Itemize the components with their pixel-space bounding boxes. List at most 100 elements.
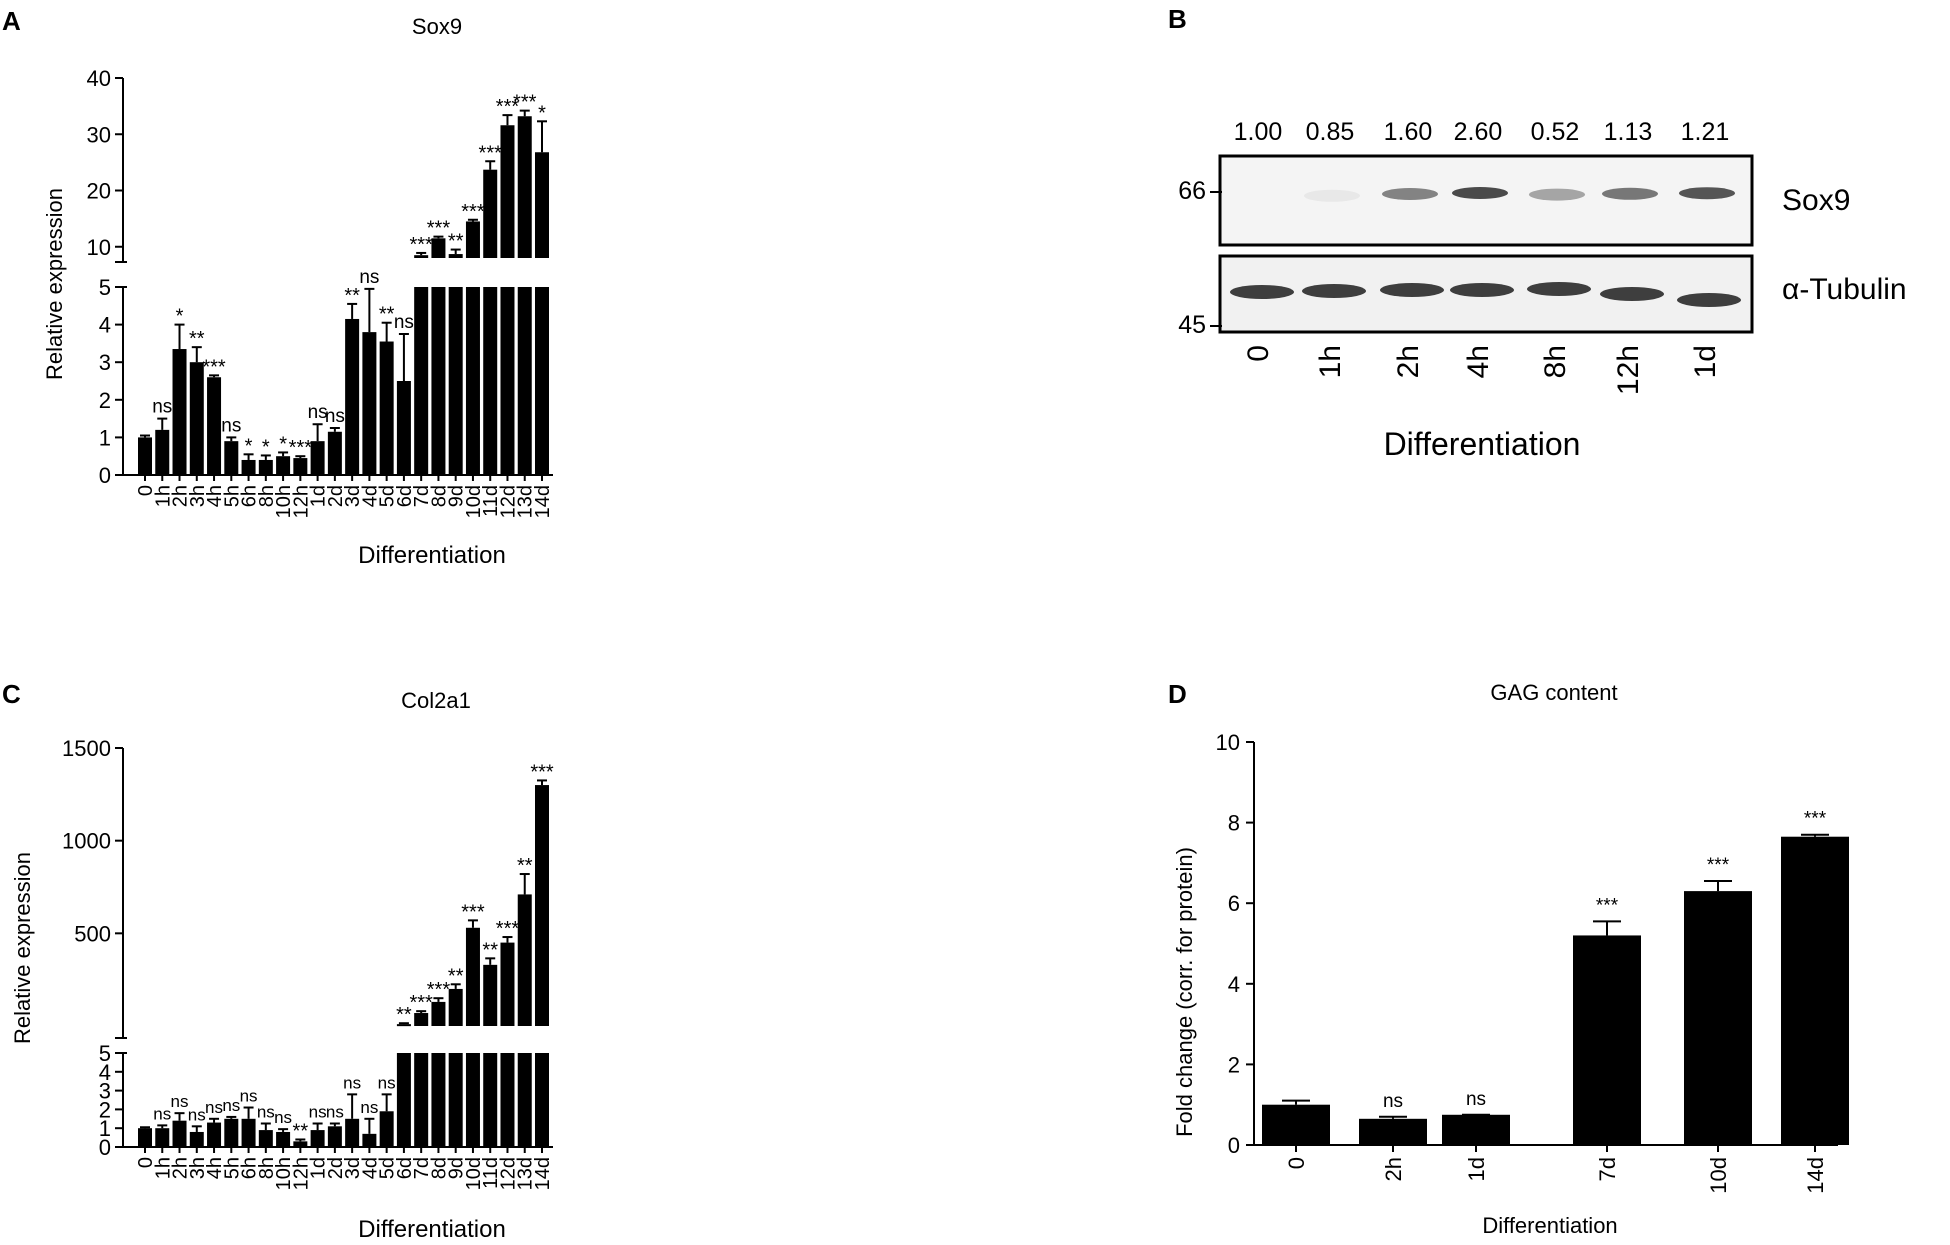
quantification-label: 2.60 (1454, 118, 1503, 146)
x-tick-label: 2d (325, 1157, 347, 1179)
x-tick-label: 10d (463, 1157, 485, 1190)
bar (517, 1053, 532, 1147)
blot-band-tubulin (1302, 284, 1366, 298)
blot-label-tubulin: α-Tubulin (1782, 273, 1907, 306)
significance-label: *** (409, 234, 433, 256)
blot-band-tubulin (1677, 293, 1741, 307)
bar (483, 1053, 498, 1147)
x-tick-label: 4d (359, 1157, 381, 1179)
x-tick-label: 12d (497, 485, 519, 518)
bar (155, 429, 170, 475)
bar (172, 349, 187, 475)
x-tick-label: 12h (290, 1157, 312, 1190)
blot-band-tubulin (1230, 285, 1294, 299)
bar (258, 459, 273, 475)
x-tick-label: 1d (308, 485, 330, 507)
significance-label: *** (409, 992, 433, 1014)
bar (1684, 891, 1752, 1145)
bar (1573, 935, 1641, 1145)
bar (327, 431, 342, 475)
chart-title: GAG content (1490, 680, 1617, 705)
chart-title: Col2a1 (401, 688, 471, 713)
significance-label: ns (240, 1087, 258, 1106)
panel-c: C Col2a1 Relative expression Differentia… (2, 679, 554, 1243)
x-tick-label: 10h (273, 485, 295, 518)
lane-label: 4h (1462, 345, 1495, 378)
x-tick-label: 6d (394, 485, 416, 507)
significance-label: ns (221, 415, 241, 436)
blot-band-sox9 (1602, 187, 1658, 200)
bar (1442, 1114, 1510, 1145)
quantification-label: 1.00 (1234, 118, 1283, 146)
lane-label: 1h (1314, 345, 1347, 378)
y-tick-label: 20 (87, 179, 111, 204)
bar (396, 381, 411, 475)
y-tick-label: 2 (99, 388, 111, 413)
significance-label: *** (496, 96, 520, 118)
x-tick-label: 9d (446, 485, 468, 507)
significance-label: * (538, 102, 546, 124)
bar (207, 377, 222, 475)
significance-label: ns (394, 312, 414, 333)
significance-label: ns (378, 1073, 396, 1092)
y-tick-label: 2 (99, 1097, 111, 1122)
bar (189, 1131, 204, 1147)
bar (431, 287, 446, 475)
x-tick-label: 14d (532, 1157, 554, 1190)
significance-label: ** (379, 304, 395, 326)
y-tick-label: 4 (99, 313, 111, 338)
x-tick-label: 7d (1595, 1157, 1620, 1181)
bar (258, 1130, 273, 1147)
significance-label: * (245, 435, 253, 457)
significance-label: ** (482, 939, 498, 961)
significance-label: ns (325, 406, 345, 427)
significance-label: ** (396, 1004, 412, 1026)
bar (293, 458, 308, 475)
blot-label-sox9: Sox9 (1782, 184, 1850, 217)
panel-label-d: D (1168, 679, 1187, 709)
significance-label: *** (479, 142, 503, 164)
bar (276, 456, 291, 475)
bar-upper (483, 964, 498, 1026)
significance-label: ns (188, 1105, 206, 1124)
x-axis-label: Differentiation (358, 542, 506, 569)
x-tick-label: 10h (273, 1157, 295, 1190)
x-tick-label: 8d (428, 485, 450, 507)
bar (379, 341, 394, 475)
quantification-label: 1.60 (1384, 118, 1433, 146)
significance-label: ** (344, 285, 360, 307)
x-tick-label: 2h (170, 1157, 192, 1179)
y-tick-label: 30 (87, 122, 111, 147)
bar-upper (414, 255, 429, 258)
quantification-label: 0.85 (1306, 118, 1355, 146)
y-tick-label: 10 (87, 235, 111, 260)
x-tick-label: 12h (290, 485, 312, 518)
x-tick-label: 8h (256, 1157, 278, 1179)
x-tick-label: 5h (221, 485, 243, 507)
y-tick-label: 5 (99, 275, 111, 300)
bar-upper (448, 988, 463, 1026)
y-tick-label: 40 (87, 66, 111, 91)
blot-band-sox9 (1304, 189, 1360, 202)
y-tick-label: 500 (74, 921, 111, 946)
panel-label-c: C (2, 679, 21, 709)
y-tick-label: 4 (1228, 972, 1240, 997)
significance-label: *** (427, 218, 451, 240)
bar (224, 441, 239, 475)
bar (535, 287, 549, 475)
bar-upper (448, 254, 463, 258)
significance-label: *** (202, 356, 226, 378)
x-tick-label: 1d (1464, 1157, 1489, 1181)
blot-band-tubulin (1380, 283, 1444, 297)
bar (224, 1118, 239, 1147)
bar (431, 1053, 446, 1147)
bar-upper (431, 1001, 446, 1026)
y-tick-label: 2 (1228, 1052, 1240, 1077)
significance-label: *** (461, 201, 485, 223)
x-tick-label: 3h (187, 485, 209, 507)
y-axis-label: Relative expression (42, 188, 67, 380)
bar (155, 1128, 170, 1147)
significance-label: *** (1596, 895, 1619, 916)
y-tick-label: 0 (99, 463, 111, 488)
